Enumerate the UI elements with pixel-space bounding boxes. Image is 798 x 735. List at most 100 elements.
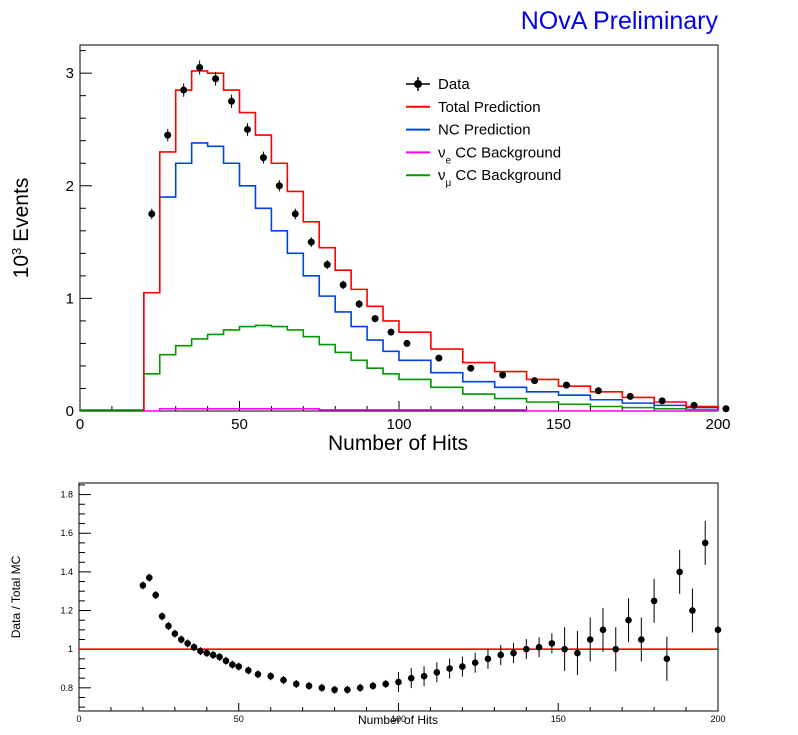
- legend-label: νμ CC Background: [438, 167, 561, 189]
- ratio-point: [561, 645, 568, 653]
- data-point: [212, 75, 220, 83]
- data-point: [626, 392, 634, 400]
- ratio-axis-ticks: 0 50 100 150 200 0.8 1 1.2 1.4 1.6 1.8: [60, 484, 726, 724]
- ratio-point: [433, 669, 441, 676]
- banner-title: NOvA Preliminary: [521, 7, 719, 35]
- data-point: [658, 397, 666, 405]
- ratio-point: [209, 651, 217, 659]
- ratio-point: [216, 653, 223, 661]
- data-point: [259, 154, 267, 162]
- ratio-x-tick-label: 200: [710, 714, 725, 724]
- y-label-base: 10: [10, 255, 33, 278]
- ratio-point: [459, 663, 466, 670]
- data-point: [307, 238, 315, 246]
- legend-text: CC Background: [451, 167, 561, 184]
- ratio-point: [171, 630, 179, 638]
- ratio-point: [356, 684, 364, 692]
- ratio-point: [625, 616, 632, 624]
- series-line-3: [143, 407, 718, 412]
- legend-entry: νe CC Background: [406, 144, 561, 166]
- ratio-point: [382, 680, 390, 688]
- ratio-point: [574, 649, 581, 657]
- ratio-point: [535, 643, 543, 651]
- legend-sub: μ: [446, 178, 452, 189]
- ratio-y-tick-label: 1.2: [60, 606, 73, 616]
- ratio-y-tick-label: 0.8: [60, 683, 73, 693]
- main-y-tick-label: 1: [66, 290, 74, 307]
- ratio-point: [369, 682, 377, 690]
- y-label-tail: Events: [10, 178, 33, 248]
- main-x-tick-label: 100: [386, 416, 411, 433]
- ratio-point: [395, 678, 402, 686]
- ratio-point: [139, 582, 147, 589]
- ratio-point: [650, 597, 658, 605]
- ratio-point: [245, 667, 252, 674]
- ratio-y-tick-label: 1: [68, 644, 73, 654]
- ratio-point: [599, 626, 607, 634]
- data-point: [435, 354, 443, 362]
- data-point: [355, 300, 363, 308]
- legend-label: Total Prediction: [438, 99, 541, 116]
- legend-entry: Data: [406, 76, 470, 93]
- main-x-tick-label: 150: [546, 416, 571, 433]
- data-point: [371, 315, 379, 323]
- ratio-point: [203, 649, 211, 657]
- ratio-point: [197, 647, 204, 655]
- main-axis-ticks: 0 50 100 150 200 0 1 2 3: [66, 50, 731, 433]
- legend-label: νe CC Background: [438, 144, 561, 166]
- ratio-point: [305, 682, 313, 690]
- data-point: [531, 377, 539, 385]
- series-line-4: [143, 324, 718, 411]
- ratio-point: [165, 622, 172, 630]
- ratio-point: [523, 645, 530, 653]
- ratio-point: [184, 640, 191, 647]
- ratio-point: [420, 672, 428, 680]
- ratio-y-tick-label: 1.8: [60, 490, 73, 500]
- legend-marker-dot: [414, 80, 422, 88]
- ratio-point: [484, 655, 492, 663]
- data-point: [722, 405, 730, 413]
- ratio-point: [158, 613, 166, 620]
- ratio-y-tick-label: 1.6: [60, 528, 73, 538]
- ratio-point: [471, 659, 479, 666]
- data-point: [690, 401, 698, 409]
- ratio-y-axis-label: Data / Total MC: [9, 555, 23, 638]
- main-y-tick-label: 3: [66, 65, 74, 82]
- ratio-point: [638, 636, 645, 643]
- data-point: [196, 64, 204, 72]
- data-point: [323, 261, 331, 269]
- ratio-x-tick-label: 0: [76, 714, 81, 724]
- data-point: [291, 210, 299, 218]
- ratio-point: [701, 539, 709, 547]
- data-point: [403, 339, 411, 347]
- main-x-tick-label: 200: [705, 416, 730, 433]
- data-point: [467, 364, 475, 372]
- ratio-point: [586, 636, 594, 643]
- ratio-x-tick-label: 50: [234, 714, 244, 724]
- legend-label: NC Prediction: [438, 122, 531, 139]
- ratio-point: [663, 655, 671, 663]
- y-label-exponent: 3: [9, 248, 24, 255]
- ratio-series-group: [79, 520, 722, 694]
- main-y-tick-label: 0: [66, 403, 74, 420]
- data-point: [339, 281, 347, 289]
- data-point: [594, 387, 602, 395]
- ratio-point: [318, 684, 326, 692]
- series-line-2: [143, 142, 719, 411]
- data-point: [180, 86, 188, 94]
- ratio-x-tick-label: 100: [391, 714, 406, 724]
- ratio-point: [407, 674, 415, 682]
- ratio-plot-panel: 0 50 100 150 200 0.8 1 1.2 1.4 1.6 1.8 Number of H…: [9, 482, 726, 727]
- data-point: [387, 328, 395, 336]
- legend: Data Total Prediction NC Prediction νe CC B…: [406, 76, 561, 189]
- ratio-point: [548, 640, 556, 647]
- legend-nu: ν: [438, 167, 446, 184]
- ratio-point: [344, 686, 351, 694]
- ratio-point: [497, 651, 505, 659]
- data-point: [243, 125, 251, 133]
- legend-nu: ν: [438, 144, 446, 161]
- ratio-point: [292, 680, 300, 688]
- series-line-1: [143, 70, 719, 411]
